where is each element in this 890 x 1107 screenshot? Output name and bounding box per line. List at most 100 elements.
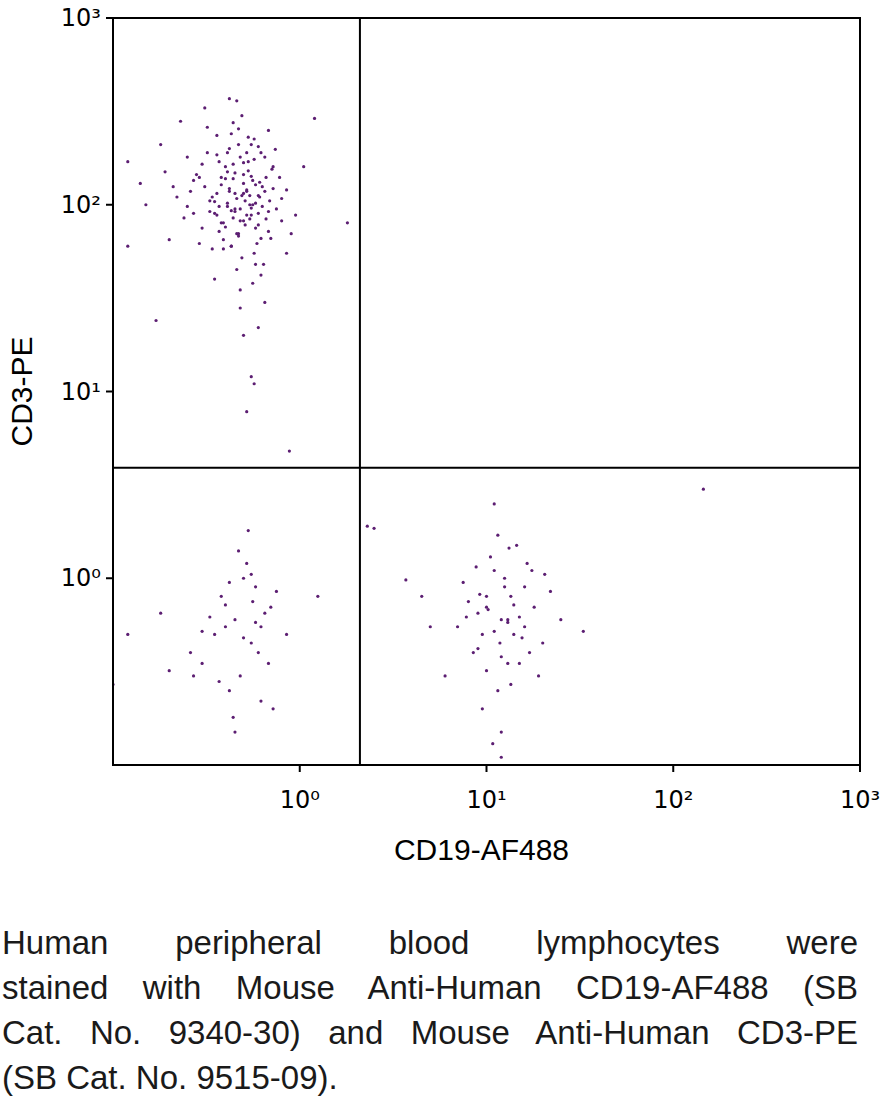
y-tick-label: 10³ (61, 4, 101, 32)
event-dot (503, 577, 506, 580)
event-dot (533, 606, 536, 609)
event-dot (250, 214, 253, 217)
x-tick (859, 765, 861, 772)
event-dot (126, 633, 129, 636)
event-dot (250, 573, 253, 576)
event-dot (245, 562, 248, 565)
event-dot (481, 633, 484, 636)
event-dot (245, 410, 248, 413)
event-dot (213, 200, 216, 203)
event-dot (485, 669, 488, 672)
event-dot (232, 163, 235, 166)
event-dot (251, 600, 254, 603)
event-dot (259, 699, 262, 702)
event-dot (288, 449, 291, 452)
event-dot (465, 615, 468, 618)
event-dot (242, 173, 245, 176)
event-dot (254, 183, 257, 186)
event-dot (222, 247, 225, 250)
event-dot (506, 621, 509, 624)
event-dot (258, 181, 261, 184)
event-dot (285, 188, 288, 191)
event-dot (186, 155, 189, 158)
event-dot (257, 212, 260, 215)
event-dot (245, 190, 248, 193)
event-dot (206, 151, 209, 154)
event-dot (500, 655, 503, 658)
event-dot (163, 170, 166, 173)
event-dot (478, 593, 481, 596)
event-dot (506, 662, 509, 665)
event-dot (526, 562, 529, 565)
x-tick-label: 10² (653, 786, 693, 814)
event-dot (493, 630, 496, 633)
event-dot (215, 153, 218, 156)
event-dot (230, 245, 233, 248)
event-dot (211, 195, 214, 198)
event-dot (264, 176, 267, 179)
event-dot (254, 585, 257, 588)
event-dot (270, 168, 273, 171)
event-dot (255, 242, 258, 245)
event-dot (242, 219, 245, 222)
event-dot (264, 217, 267, 220)
event-dot (168, 238, 171, 241)
event-dot (228, 689, 231, 692)
event-dot (313, 117, 316, 120)
plot-frame (113, 18, 860, 765)
event-dot (239, 306, 242, 309)
event-dot (506, 618, 509, 621)
x-tick (299, 765, 301, 772)
event-dot (242, 334, 245, 337)
event-dot (462, 581, 465, 584)
event-dot (254, 226, 257, 229)
event-dot (267, 230, 270, 233)
event-dot (278, 176, 281, 179)
event-dot (206, 126, 209, 129)
event-dot (218, 205, 221, 208)
event-dot (512, 603, 515, 606)
event-dot (420, 595, 423, 598)
event-dot (242, 636, 245, 639)
event-dot (218, 680, 221, 683)
event-dot (493, 569, 496, 572)
event-dot (250, 206, 253, 209)
event-dot (213, 277, 216, 280)
y-tick (106, 17, 113, 19)
event-dot (702, 488, 705, 491)
event-dot (240, 114, 243, 117)
event-dot (259, 274, 262, 277)
event-dot (520, 636, 523, 639)
event-dot (503, 585, 506, 588)
event-dot (485, 595, 488, 598)
event-dot (242, 577, 245, 580)
event-dot (189, 190, 192, 193)
event-dot (126, 245, 129, 248)
event-dot (242, 161, 245, 164)
event-dot (224, 603, 227, 606)
event-dot (302, 165, 305, 168)
event-dot (253, 382, 256, 385)
event-dot (247, 169, 250, 172)
event-dot (263, 190, 266, 193)
event-dot (235, 197, 238, 200)
event-dot (549, 590, 552, 593)
event-dot (232, 177, 235, 180)
event-dot (476, 612, 479, 615)
event-dot (274, 148, 277, 151)
event-dot (257, 223, 260, 226)
event-dot (224, 165, 227, 168)
event-dot (228, 147, 231, 150)
event-dot (254, 202, 257, 205)
event-dot (251, 203, 254, 206)
event-dot (285, 252, 288, 255)
event-dot (528, 651, 531, 654)
event-dot (237, 549, 240, 552)
event-dot (248, 217, 251, 220)
event-dot (244, 199, 247, 202)
event-dot (226, 151, 229, 154)
event-dot (233, 210, 236, 213)
event-dot (259, 237, 262, 240)
event-dot (251, 282, 254, 285)
x-axis-title: CD19-AF488 (394, 833, 569, 866)
